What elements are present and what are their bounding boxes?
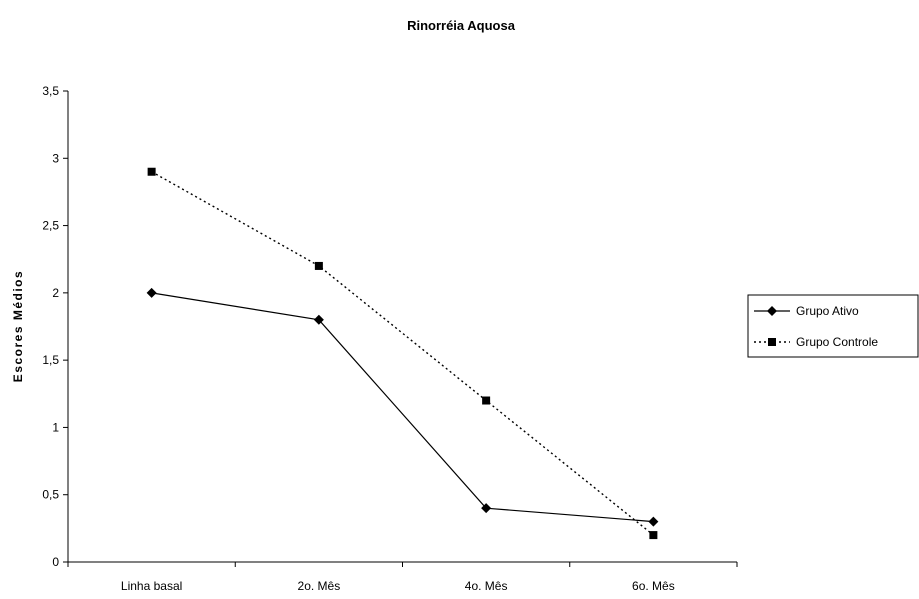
chart-title: Rinorréia Aquosa (407, 18, 516, 33)
legend-marker-square-icon (768, 338, 776, 346)
series-line-0 (151, 292, 654, 523)
x-tick-label: Linha basal (121, 579, 182, 593)
y-tick-label: 0,5 (42, 488, 59, 502)
y-ticks: 0 0,5 1 1,5 2 2,5 3 3,5 (42, 84, 68, 569)
y-tick-label: 0 (52, 555, 59, 569)
data-point-square (649, 531, 658, 540)
y-tick-label: 1 (52, 420, 59, 434)
legend-label-grupo-controle: Grupo Controle (796, 335, 878, 349)
legend-label-grupo-ativo: Grupo Ativo (796, 304, 859, 318)
y-tick-label: 1,5 (42, 353, 59, 367)
x-tick-label: 6o. Mês (632, 579, 675, 593)
series-line-1 (151, 171, 654, 536)
data-point-diamond (313, 314, 324, 325)
data-point-square (482, 396, 491, 405)
y-tick-label: 2,5 (42, 219, 59, 233)
y-tick-label: 3 (52, 151, 59, 165)
data-point-square (314, 261, 323, 270)
data-point-diamond (648, 516, 659, 527)
x-ticks: Linha basal 2o. Mês 4o. Mês 6o. Mês (67, 562, 738, 593)
series-group (146, 167, 659, 540)
legend-box (747, 294, 919, 358)
legend: Grupo Ativo Grupo Controle (747, 294, 919, 358)
y-axis-label: Escores Médios (11, 270, 25, 382)
data-point-square (147, 167, 156, 176)
x-tick-label: 2o. Mês (298, 579, 341, 593)
y-tick-label: 2 (52, 286, 59, 300)
legend-marker-diamond-icon (767, 306, 777, 316)
data-point-diamond (481, 503, 492, 514)
y-tick-label: 3,5 (42, 84, 59, 98)
data-point-diamond (146, 287, 157, 298)
x-tick-label: 4o. Mês (465, 579, 508, 593)
